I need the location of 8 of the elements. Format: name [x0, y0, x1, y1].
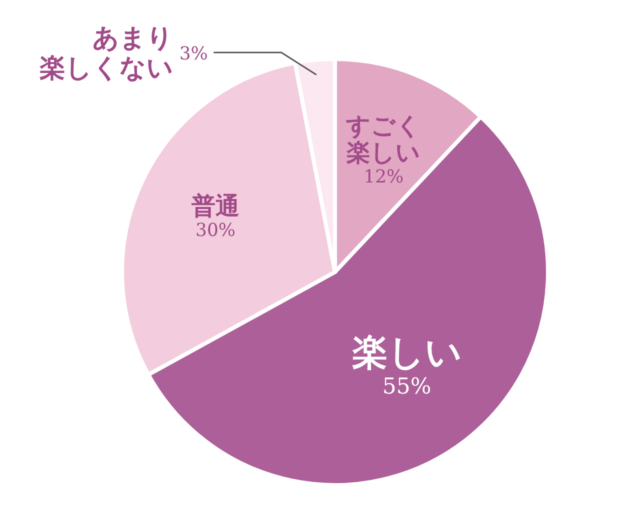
data-label: 12% [364, 166, 404, 188]
slice-label: 楽しい [352, 332, 462, 374]
data-label: 30% [196, 220, 236, 241]
slice-label: 普通 [190, 190, 240, 220]
data-label: 55% [382, 374, 432, 400]
slice-label: すごく楽しい [345, 111, 422, 166]
data-label: 3% [179, 43, 208, 64]
slice-label: あまり楽しくない [38, 23, 174, 84]
